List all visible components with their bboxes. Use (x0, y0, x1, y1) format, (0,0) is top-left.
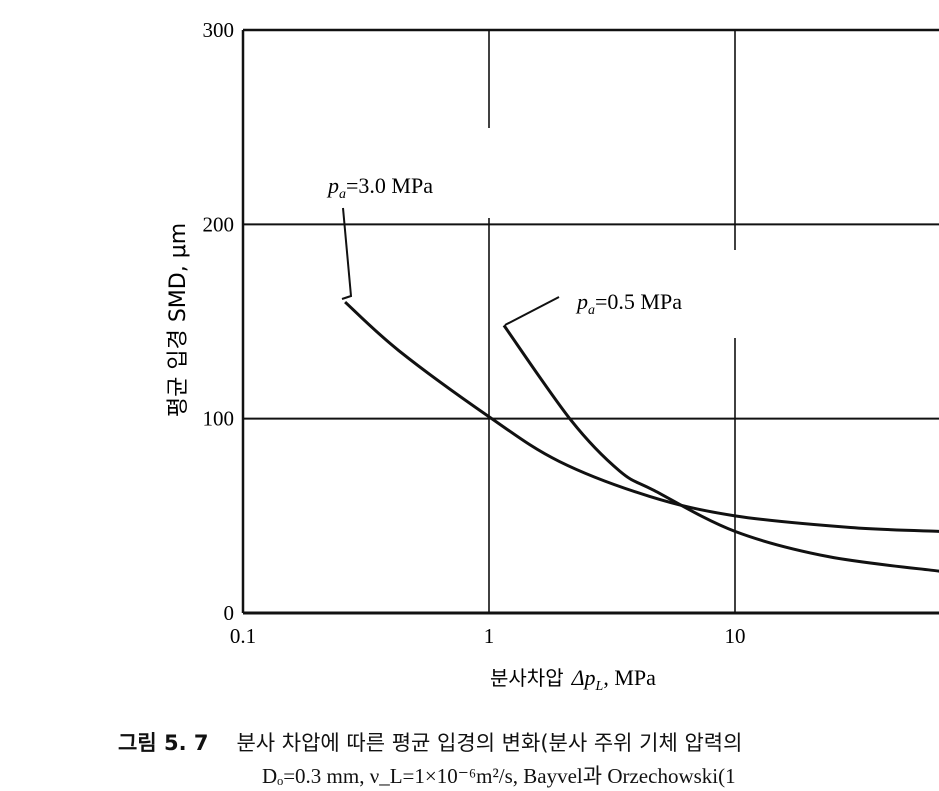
leader-line-3.0 (341, 207, 353, 300)
figure-caption-line1: 그림 5. 7 분사 차압에 따른 평균 입경의 변화(분사 주위 기체 압력의 (118, 727, 742, 757)
series-line-0.5 (502, 324, 939, 573)
figure-caption-line2: Dₒ=0.3 mm, ν_L=1×10⁻⁶m²/s, Bayvel과 Orzec… (262, 764, 736, 788)
y-tick-label: 300 (203, 18, 235, 42)
series-label-0.5: pa=0.5 MPa (575, 289, 682, 318)
x-tick-label: 10 (725, 624, 746, 648)
y-tick-label: 200 (203, 212, 235, 236)
series-line-3.0 (344, 300, 939, 533)
y-tick-label: 0 (224, 601, 235, 625)
figure-number: 그림 5. 7 (118, 731, 209, 755)
y-axis-label: 평균 입경 SMD, μm (166, 223, 191, 417)
x-axis-label: 분사차압 ΔpL, MPa (490, 665, 656, 694)
x-tick-label: 1 (484, 624, 495, 648)
series-label-3.0: pa=3.0 MPa (326, 173, 433, 202)
y-tick-label: 100 (203, 407, 235, 431)
x-tick-label: 0.1 (230, 624, 256, 648)
leader-line-0.5 (504, 296, 560, 326)
caption-text: 분사 차압에 따른 평균 입경의 변화(분사 주위 기체 압력의 (236, 731, 743, 755)
